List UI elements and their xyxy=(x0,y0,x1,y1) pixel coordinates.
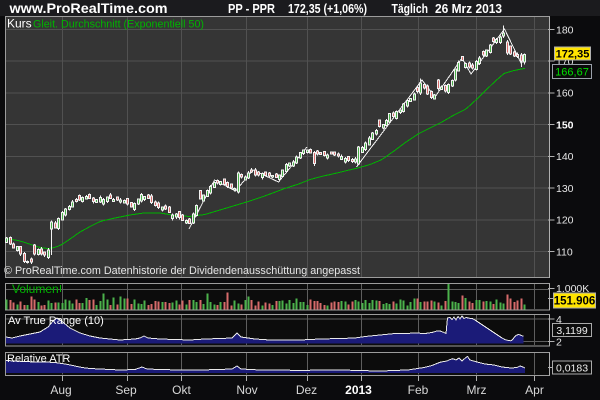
svg-text:26 Mrz 2013: 26 Mrz 2013 xyxy=(435,1,502,16)
svg-text:Relative ATR: Relative ATR xyxy=(7,353,70,365)
svg-text:172,35 (+1,06%): 172,35 (+1,06%) xyxy=(288,1,367,16)
svg-text:2: 2 xyxy=(556,336,562,348)
svg-text:180: 180 xyxy=(556,24,574,36)
svg-text:Gleit. Durchschnitt (Exponenti: Gleit. Durchschnitt (Exponentiell 50) xyxy=(33,19,204,31)
svg-text:4: 4 xyxy=(556,314,562,326)
svg-text:Apr: Apr xyxy=(525,383,544,397)
svg-text:Mrz: Mrz xyxy=(467,383,487,397)
svg-text:Kurs: Kurs xyxy=(7,17,32,31)
svg-text:110: 110 xyxy=(556,246,573,258)
svg-text:160: 160 xyxy=(556,88,574,100)
svg-text:Feb: Feb xyxy=(408,383,429,397)
svg-text:Dez: Dez xyxy=(296,383,317,397)
svg-text:3,1199: 3,1199 xyxy=(556,325,587,337)
svg-text:PP - PPR: PP - PPR xyxy=(228,1,276,16)
svg-text:Sep: Sep xyxy=(115,383,137,397)
svg-text:1.000K: 1.000K xyxy=(556,283,589,295)
svg-text:Täglich: Täglich xyxy=(392,1,429,16)
svg-text:© ProRealTime.com Datenhistor: © ProRealTime.com Datenhistorie der Divi… xyxy=(4,265,360,277)
svg-text:Nov: Nov xyxy=(236,383,257,397)
svg-text:130: 130 xyxy=(556,183,574,195)
svg-text:166,67: 166,67 xyxy=(555,67,589,79)
svg-text:Volumen: Volumen xyxy=(12,282,59,296)
svg-text:151.906: 151.906 xyxy=(554,296,596,308)
svg-text:172,35: 172,35 xyxy=(556,49,590,61)
svg-text:140: 140 xyxy=(556,151,574,163)
svg-text:Aug: Aug xyxy=(50,383,71,397)
svg-text:Okt: Okt xyxy=(172,383,191,397)
svg-text:Av True Range (10): Av True Range (10) xyxy=(8,315,104,327)
svg-text:150: 150 xyxy=(556,119,574,131)
svg-text:2013: 2013 xyxy=(345,383,372,397)
svg-text:www.ProRealTime.com: www.ProRealTime.com xyxy=(8,0,167,16)
svg-text:0,0183: 0,0183 xyxy=(556,362,588,374)
svg-text:120: 120 xyxy=(556,215,574,227)
